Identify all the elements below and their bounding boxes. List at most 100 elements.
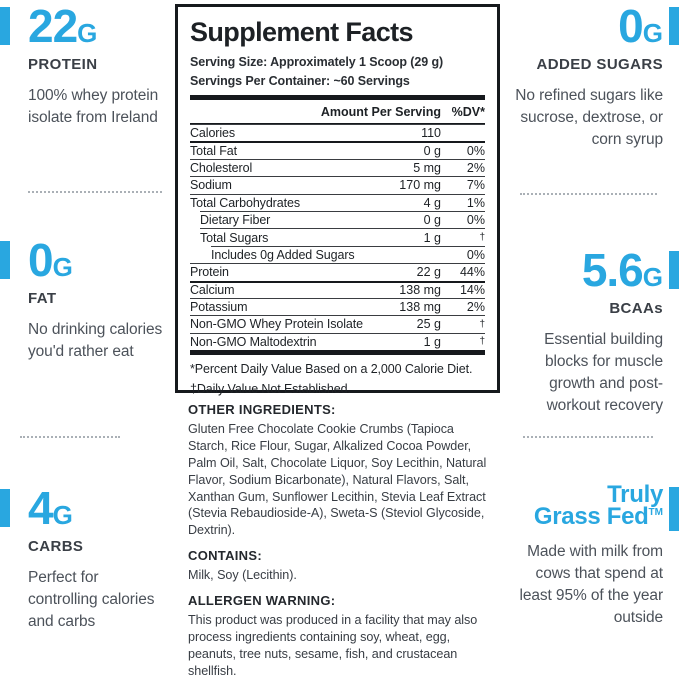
row-name: Includes 0g Added Sugars [211, 247, 355, 262]
accent-bar [0, 241, 10, 279]
grass-fed-title: Truly Grass FedTM [513, 481, 663, 531]
row-dv: † [479, 336, 485, 348]
added-sugars-unit: G [642, 18, 663, 48]
nutrition-row-total-fat: Total Fat 0 g 0% [190, 141, 485, 158]
accent-bar [0, 489, 10, 527]
row-dv: 44% [459, 265, 485, 280]
bcaas-label: BCAAs [609, 299, 663, 317]
nutrition-row-protein: Protein 22 g 44% [190, 263, 485, 280]
footnote-daily-value: *Percent Daily Value Based on a 2,000 Ca… [190, 362, 473, 377]
added-sugars-label: ADDED SUGARS [536, 55, 663, 73]
bcaas-unit: G [642, 262, 663, 292]
servings-per-container: Servings Per Container: ~60 Servings [190, 74, 410, 88]
supplement-facts-panel: Supplement Facts Serving Size: Approxima… [175, 4, 500, 397]
divider-thick [190, 350, 485, 356]
row-dv: 0% [466, 247, 485, 262]
fat-description: No drinking calories you'd rather eat [28, 320, 163, 360]
nutrition-row-calcium: Calcium 138 mg 14% [190, 280, 485, 298]
divider-dotted [28, 191, 162, 193]
row-name: Potassium [190, 300, 248, 315]
accent-bar [669, 251, 679, 289]
stat-block-added-sugars: 0G ADDED SUGARS No refined sugars like s… [509, 3, 679, 151]
nutrition-row-dietary-fiber: Dietary Fiber 0 g 0% [200, 210, 485, 228]
row-amount: 22 g [416, 265, 441, 280]
protein-unit: G [77, 18, 98, 48]
panel-title: Supplement Facts [190, 17, 414, 47]
column-amount-per-serving: Amount Per Serving [320, 105, 441, 119]
row-dv: 7% [466, 178, 485, 193]
grass-fed-line2: Grass Fed [533, 503, 649, 531]
stat-block-protein: 22G PROTEIN 100% whey protein isolate fr… [0, 3, 170, 129]
divider-dotted [520, 193, 657, 195]
fat-value: 0 [28, 234, 54, 286]
added-sugars-value: 0 [618, 0, 644, 52]
row-name: Total Carbohydrates [190, 195, 300, 210]
other-ingredients-heading: OTHER INGREDIENTS: [188, 402, 336, 417]
stat-block-fat: 0G FAT No drinking calories you'd rather… [0, 237, 170, 363]
row-amount: 25 g [416, 317, 441, 332]
row-dv: 2% [466, 160, 485, 175]
row-amount: 4 g [423, 195, 441, 210]
allergen-warning-text: This product was produced in a facility … [188, 613, 478, 678]
stat-block-grass-fed: Truly Grass FedTM Made with milk from cow… [509, 481, 679, 629]
row-name: Sodium [190, 178, 232, 193]
row-dv: 14% [459, 283, 485, 298]
nutrition-row-maltodextrin: Non-GMO Maltodextrin 1 g † [190, 332, 485, 350]
divider-thick [190, 95, 485, 100]
divider-dotted [20, 436, 120, 438]
carbs-amount: 4G [28, 485, 170, 531]
nutrition-row-potassium: Potassium 138 mg 2% [190, 297, 485, 315]
row-name: Non-GMO Whey Protein Isolate [190, 317, 363, 332]
row-name: Cholesterol [190, 160, 253, 175]
stat-block-carbs: 4G CARBS Perfect for controlling calorie… [0, 485, 170, 633]
nutrition-row-sodium: Sodium 170 mg 7% [190, 176, 485, 193]
details-section: OTHER INGREDIENTS: Gluten Free Chocolate… [188, 402, 491, 680]
row-amount: 0 g [423, 213, 441, 228]
label-page: 22G PROTEIN 100% whey protein isolate fr… [0, 3, 679, 678]
row-name: Dietary Fiber [200, 213, 271, 228]
trademark-symbol: TM [648, 507, 663, 519]
row-amount: 138 mg [399, 283, 441, 298]
protein-value: 22 [28, 0, 78, 52]
protein-description: 100% whey protein isolate from Ireland [28, 86, 159, 126]
row-dv: 2% [466, 300, 485, 315]
serving-size: Serving Size: Approximately 1 Scoop (29 … [190, 55, 444, 69]
footnote-not-established: †Daily Value Not Established. [190, 382, 351, 397]
row-name: Total Sugars [200, 230, 269, 245]
carbs-description: Perfect for controlling calories and car… [28, 568, 155, 630]
nutrition-row-calories: Calories 110 [190, 124, 485, 141]
grass-fed-line1: Truly [607, 481, 663, 508]
row-name: Protein [190, 265, 229, 280]
nutrition-row-added-sugars: Includes 0g Added Sugars 0% [211, 245, 485, 263]
bcaas-value: 5.6 [581, 244, 644, 296]
carbs-unit: G [52, 500, 73, 530]
row-amount: 138 mg [399, 300, 441, 315]
row-dv: † [479, 318, 485, 330]
row-dv: 0% [466, 213, 485, 228]
contains-text: Milk, Soy (Lecithin). [188, 568, 297, 583]
added-sugars-description: No refined sugars like sucrose, dextrose… [515, 86, 663, 148]
contains-heading: CONTAINS: [188, 548, 262, 564]
nutrition-row-total-sugars: Total Sugars 1 g † [200, 228, 485, 245]
accent-bar [669, 7, 679, 45]
stat-block-bcaas: 5.6G BCAAs Essential building blocks for… [509, 247, 679, 417]
row-dv: 0% [466, 144, 485, 159]
nutrition-row-whey-protein-isolate: Non-GMO Whey Protein Isolate 25 g † [190, 315, 485, 332]
nutrition-row-total-carbohydrates: Total Carbohydrates 4 g 1% [190, 193, 485, 211]
fat-unit: G [52, 252, 73, 282]
bcaas-description: Essential building blocks for muscle gro… [544, 330, 663, 414]
divider-dotted [523, 436, 653, 438]
row-dv: † [479, 232, 485, 244]
other-ingredients-text: Gluten Free Chocolate Cookie Crumbs (Tap… [188, 422, 487, 538]
bcaas-amount: 5.6G [513, 247, 663, 293]
row-amount: 1 g [423, 230, 441, 245]
grass-fed-description: Made with milk from cows that spend at l… [519, 543, 663, 627]
row-amount: 5 mg [413, 160, 441, 175]
fat-amount: 0G [28, 237, 170, 283]
protein-amount: 22G [28, 3, 170, 49]
allergen-warning-heading: ALLERGEN WARNING: [188, 593, 336, 608]
protein-label: PROTEIN [28, 55, 98, 73]
row-amount: 110 [421, 126, 441, 141]
nutrition-row-cholesterol: Cholesterol 5 mg 2% [190, 158, 485, 176]
row-name: Total Fat [190, 144, 238, 159]
